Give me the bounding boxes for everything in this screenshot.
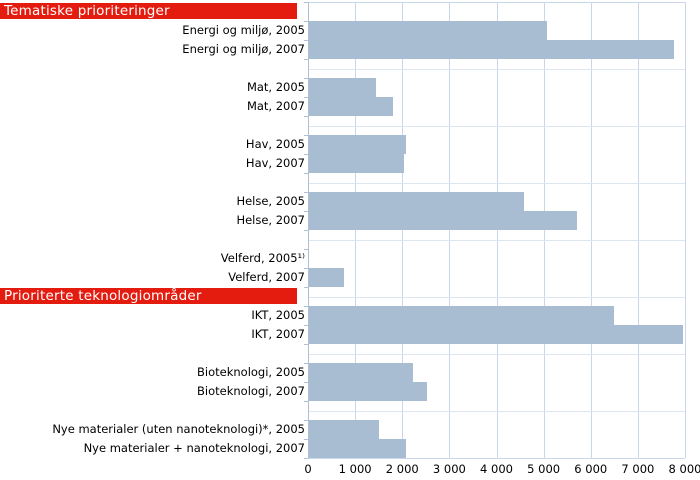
x-axis-tick-label: 0 [304, 462, 312, 476]
gridline-vertical [496, 2, 498, 458]
y-axis-tick [304, 21, 308, 22]
y-axis-tick [304, 230, 308, 231]
x-axis-tick-label: 2 000 [385, 462, 419, 476]
y-axis-tick [304, 268, 308, 269]
bar [309, 325, 684, 344]
bar-label: Energi og miljø, 2005 [182, 23, 305, 37]
gridline-horizontal [309, 296, 685, 298]
bar-label: Energi og miljø, 2007 [182, 42, 305, 56]
y-axis-tick [304, 249, 308, 250]
bar [309, 78, 376, 97]
bar-label: Mat, 2007 [246, 99, 305, 113]
gridline-horizontal [309, 239, 685, 241]
gridline-horizontal [309, 125, 685, 127]
bar [309, 306, 614, 325]
bar [309, 154, 405, 173]
y-axis-tick [304, 344, 308, 345]
bar-label: Bioteknologi, 2005 [197, 365, 305, 379]
gridline-vertical [402, 2, 404, 458]
bar [309, 97, 393, 116]
gridline-horizontal [309, 410, 685, 412]
y-axis-tick [304, 211, 308, 212]
y-axis-tick [304, 154, 308, 155]
bar [309, 40, 674, 59]
bar-label: IKT, 2007 [251, 327, 305, 341]
y-axis-tick [304, 59, 308, 60]
bar [309, 211, 578, 230]
x-axis-tick-label: 3 000 [432, 462, 466, 476]
gridline-vertical [449, 2, 451, 458]
bar-label: Velferd, 2005¹⁾ [220, 251, 305, 265]
bar-label: Hav, 2007 [245, 156, 305, 170]
y-axis-tick [304, 287, 308, 288]
bar-label: Nye materialer (uten nanoteknologi)*, 20… [52, 422, 305, 436]
y-axis-tick [304, 363, 308, 364]
x-axis-tick-label: 8 000 [668, 462, 700, 476]
bar [309, 382, 427, 401]
gridline-horizontal [309, 182, 685, 184]
y-axis-tick [304, 2, 308, 3]
y-axis-tick [304, 40, 308, 41]
y-axis-tick [304, 97, 308, 98]
bar-label: Nye materialer + nanoteknologi, 2007 [83, 441, 305, 455]
bar [309, 268, 345, 287]
bar-label: Velferd, 2007 [228, 270, 305, 284]
gridline-vertical [543, 2, 545, 458]
bar [309, 192, 524, 211]
y-axis-tick [304, 78, 308, 79]
y-axis-tick [304, 135, 308, 136]
plot-top-border [308, 2, 685, 3]
bar [309, 363, 414, 382]
bar [309, 135, 407, 154]
section-header: Tematiske prioriteringer [0, 3, 297, 19]
gridline-horizontal [309, 353, 685, 355]
y-axis-tick [304, 192, 308, 193]
gridline-vertical [355, 2, 357, 458]
y-axis-tick [304, 439, 308, 440]
bar-label: Hav, 2005 [245, 137, 305, 151]
gridline-vertical [685, 2, 686, 458]
bar [309, 21, 547, 40]
y-axis-tick [304, 382, 308, 383]
x-axis-tick-label: 7 000 [621, 462, 655, 476]
gridline-vertical [590, 2, 592, 458]
bar [309, 439, 407, 458]
plot-bottom-border [308, 458, 685, 459]
bar-label: Mat, 2005 [246, 80, 305, 94]
bar-label: Bioteknologi, 2007 [197, 384, 305, 398]
y-axis-tick [304, 325, 308, 326]
x-axis-tick-label: 4 000 [480, 462, 513, 476]
y-axis-line [308, 2, 309, 458]
y-axis-tick [304, 116, 308, 117]
section-header: Prioriterte teknologiområder [0, 288, 297, 304]
y-axis-tick [304, 458, 308, 459]
y-axis-tick [304, 173, 308, 174]
x-axis-tick-label: 1 000 [338, 462, 372, 476]
bar-label: Helse, 2007 [236, 213, 305, 227]
gridline-horizontal [309, 68, 685, 70]
y-axis-tick [304, 420, 308, 421]
bar-label: IKT, 2005 [251, 308, 305, 322]
y-axis-tick [304, 306, 308, 307]
x-axis-tick-label: 6 000 [574, 462, 608, 476]
bar-label: Helse, 2005 [236, 194, 305, 208]
y-axis-tick [304, 401, 308, 402]
gridline-vertical [637, 2, 639, 458]
x-axis-tick-label: 5 000 [527, 462, 561, 476]
bar [309, 420, 380, 439]
